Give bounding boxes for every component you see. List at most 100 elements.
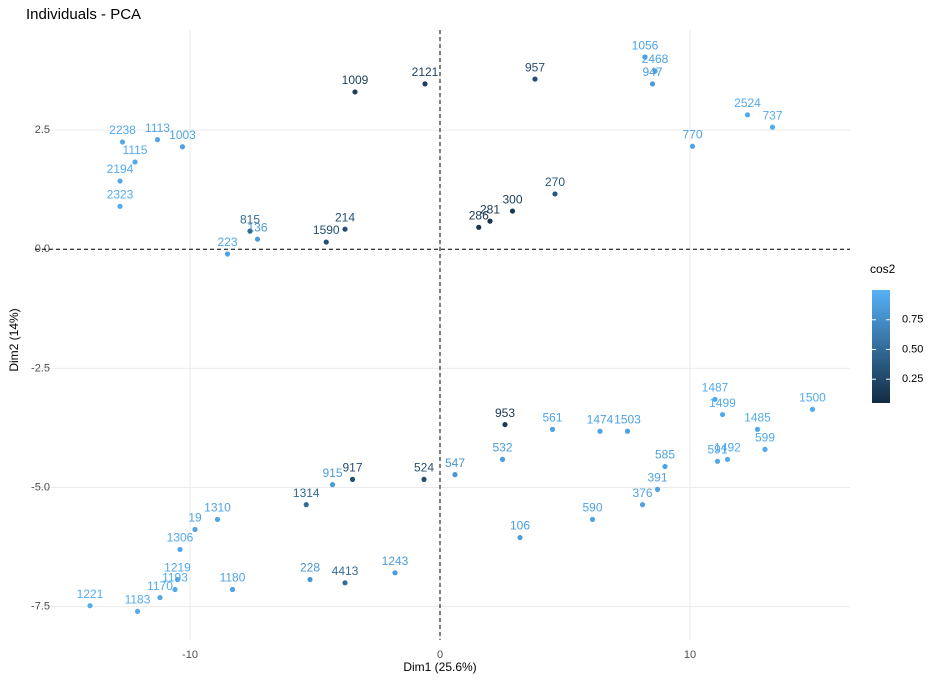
- point: [689, 143, 696, 149]
- point: [174, 576, 181, 583]
- point-label: 1221: [77, 587, 104, 601]
- point: [642, 54, 648, 60]
- point-label: 376: [632, 486, 652, 500]
- point: [517, 534, 523, 541]
- point: [452, 472, 458, 478]
- point-label: 214: [335, 210, 355, 224]
- point-label: 2121: [412, 65, 439, 79]
- point: [714, 458, 721, 464]
- point-label: 223: [217, 235, 237, 249]
- point: [597, 428, 603, 434]
- point: [744, 112, 751, 118]
- point-label: 532: [492, 441, 512, 455]
- point-label: 19: [188, 511, 202, 525]
- point-label: 953: [495, 406, 515, 420]
- color-bar: [872, 290, 890, 403]
- point: [307, 576, 313, 583]
- point-label: 1113: [145, 121, 170, 135]
- point: [323, 239, 329, 245]
- point-label: 1115: [123, 143, 148, 157]
- point-label: 561: [542, 411, 562, 425]
- point: [509, 208, 516, 214]
- color-tick-label: 0.25: [902, 373, 923, 385]
- color-tick-label: 0.75: [902, 314, 923, 326]
- point: [119, 139, 126, 145]
- point-label: 2323: [107, 188, 134, 202]
- point: [214, 516, 221, 523]
- point-label: 585: [655, 448, 675, 462]
- point-label: 2238: [109, 123, 136, 137]
- point-label: 591: [707, 442, 727, 456]
- point: [117, 178, 123, 184]
- y-tick-label: -5.0: [31, 481, 50, 493]
- point: [303, 502, 309, 508]
- point: [134, 608, 141, 615]
- point: [502, 421, 508, 428]
- point: [421, 476, 427, 482]
- point-label: 1499: [709, 396, 736, 410]
- y-tick-label: -7.5: [31, 601, 50, 613]
- point-label: 547: [445, 456, 465, 470]
- x-axis-label: Dim1 (25.6%): [403, 660, 476, 674]
- point: [639, 502, 646, 508]
- legend-title: cos2: [870, 262, 896, 276]
- point-label: 1180: [220, 571, 246, 585]
- point: [342, 580, 348, 586]
- point: [349, 476, 356, 482]
- point: [724, 456, 731, 462]
- point-label: 106: [510, 519, 530, 533]
- point-label: 228: [300, 561, 320, 575]
- y-tick-label: 2.5: [35, 124, 50, 136]
- point-label: 1500: [799, 391, 826, 405]
- point: [652, 68, 658, 74]
- point: [487, 218, 493, 224]
- point: [392, 570, 398, 576]
- point: [422, 81, 428, 87]
- y-axis-label: Dim2 (14%): [7, 308, 21, 371]
- point-label: 957: [525, 60, 545, 74]
- point: [157, 594, 163, 601]
- point-label: 4413: [332, 564, 359, 578]
- point-label: 286: [469, 208, 489, 222]
- point: [662, 463, 668, 470]
- point: [754, 426, 761, 432]
- point-label: 917: [342, 461, 362, 475]
- point: [532, 76, 538, 82]
- x-tick-label: 0: [437, 649, 443, 661]
- point-label: 270: [545, 175, 565, 189]
- point-label: 300: [502, 192, 522, 206]
- point: [712, 396, 718, 402]
- point: [117, 203, 123, 209]
- point: [552, 191, 558, 197]
- point: [179, 144, 186, 150]
- point-label: 1492: [714, 441, 741, 455]
- point-label: 1009: [342, 73, 369, 87]
- point: [154, 137, 161, 143]
- point-label: 1503: [614, 412, 641, 426]
- point: [769, 124, 776, 130]
- x-tick-label: 10: [684, 649, 696, 661]
- point-label: 2194: [107, 162, 134, 176]
- point: [719, 411, 726, 418]
- point: [549, 426, 556, 432]
- point-label: 2468: [642, 52, 669, 66]
- point-label: 2524: [734, 96, 761, 110]
- point: [499, 456, 506, 462]
- point-label: 1056: [632, 38, 659, 52]
- point: [624, 428, 631, 434]
- point-label: 1310: [204, 501, 231, 515]
- point-label: 815: [240, 212, 260, 226]
- color-tick-label: 0.50: [902, 343, 923, 355]
- point-label: 1183: [125, 593, 151, 607]
- point-label: 1474: [587, 412, 614, 426]
- point-label: 1170: [147, 579, 173, 593]
- point-label: 1193: [162, 571, 188, 585]
- point: [229, 586, 236, 593]
- point-label: 1314: [293, 486, 320, 500]
- point: [247, 228, 253, 234]
- point-label: 947: [642, 65, 662, 79]
- point: [809, 406, 816, 412]
- chart-title: Individuals - PCA: [26, 6, 141, 23]
- point: [329, 482, 336, 488]
- point: [132, 159, 138, 165]
